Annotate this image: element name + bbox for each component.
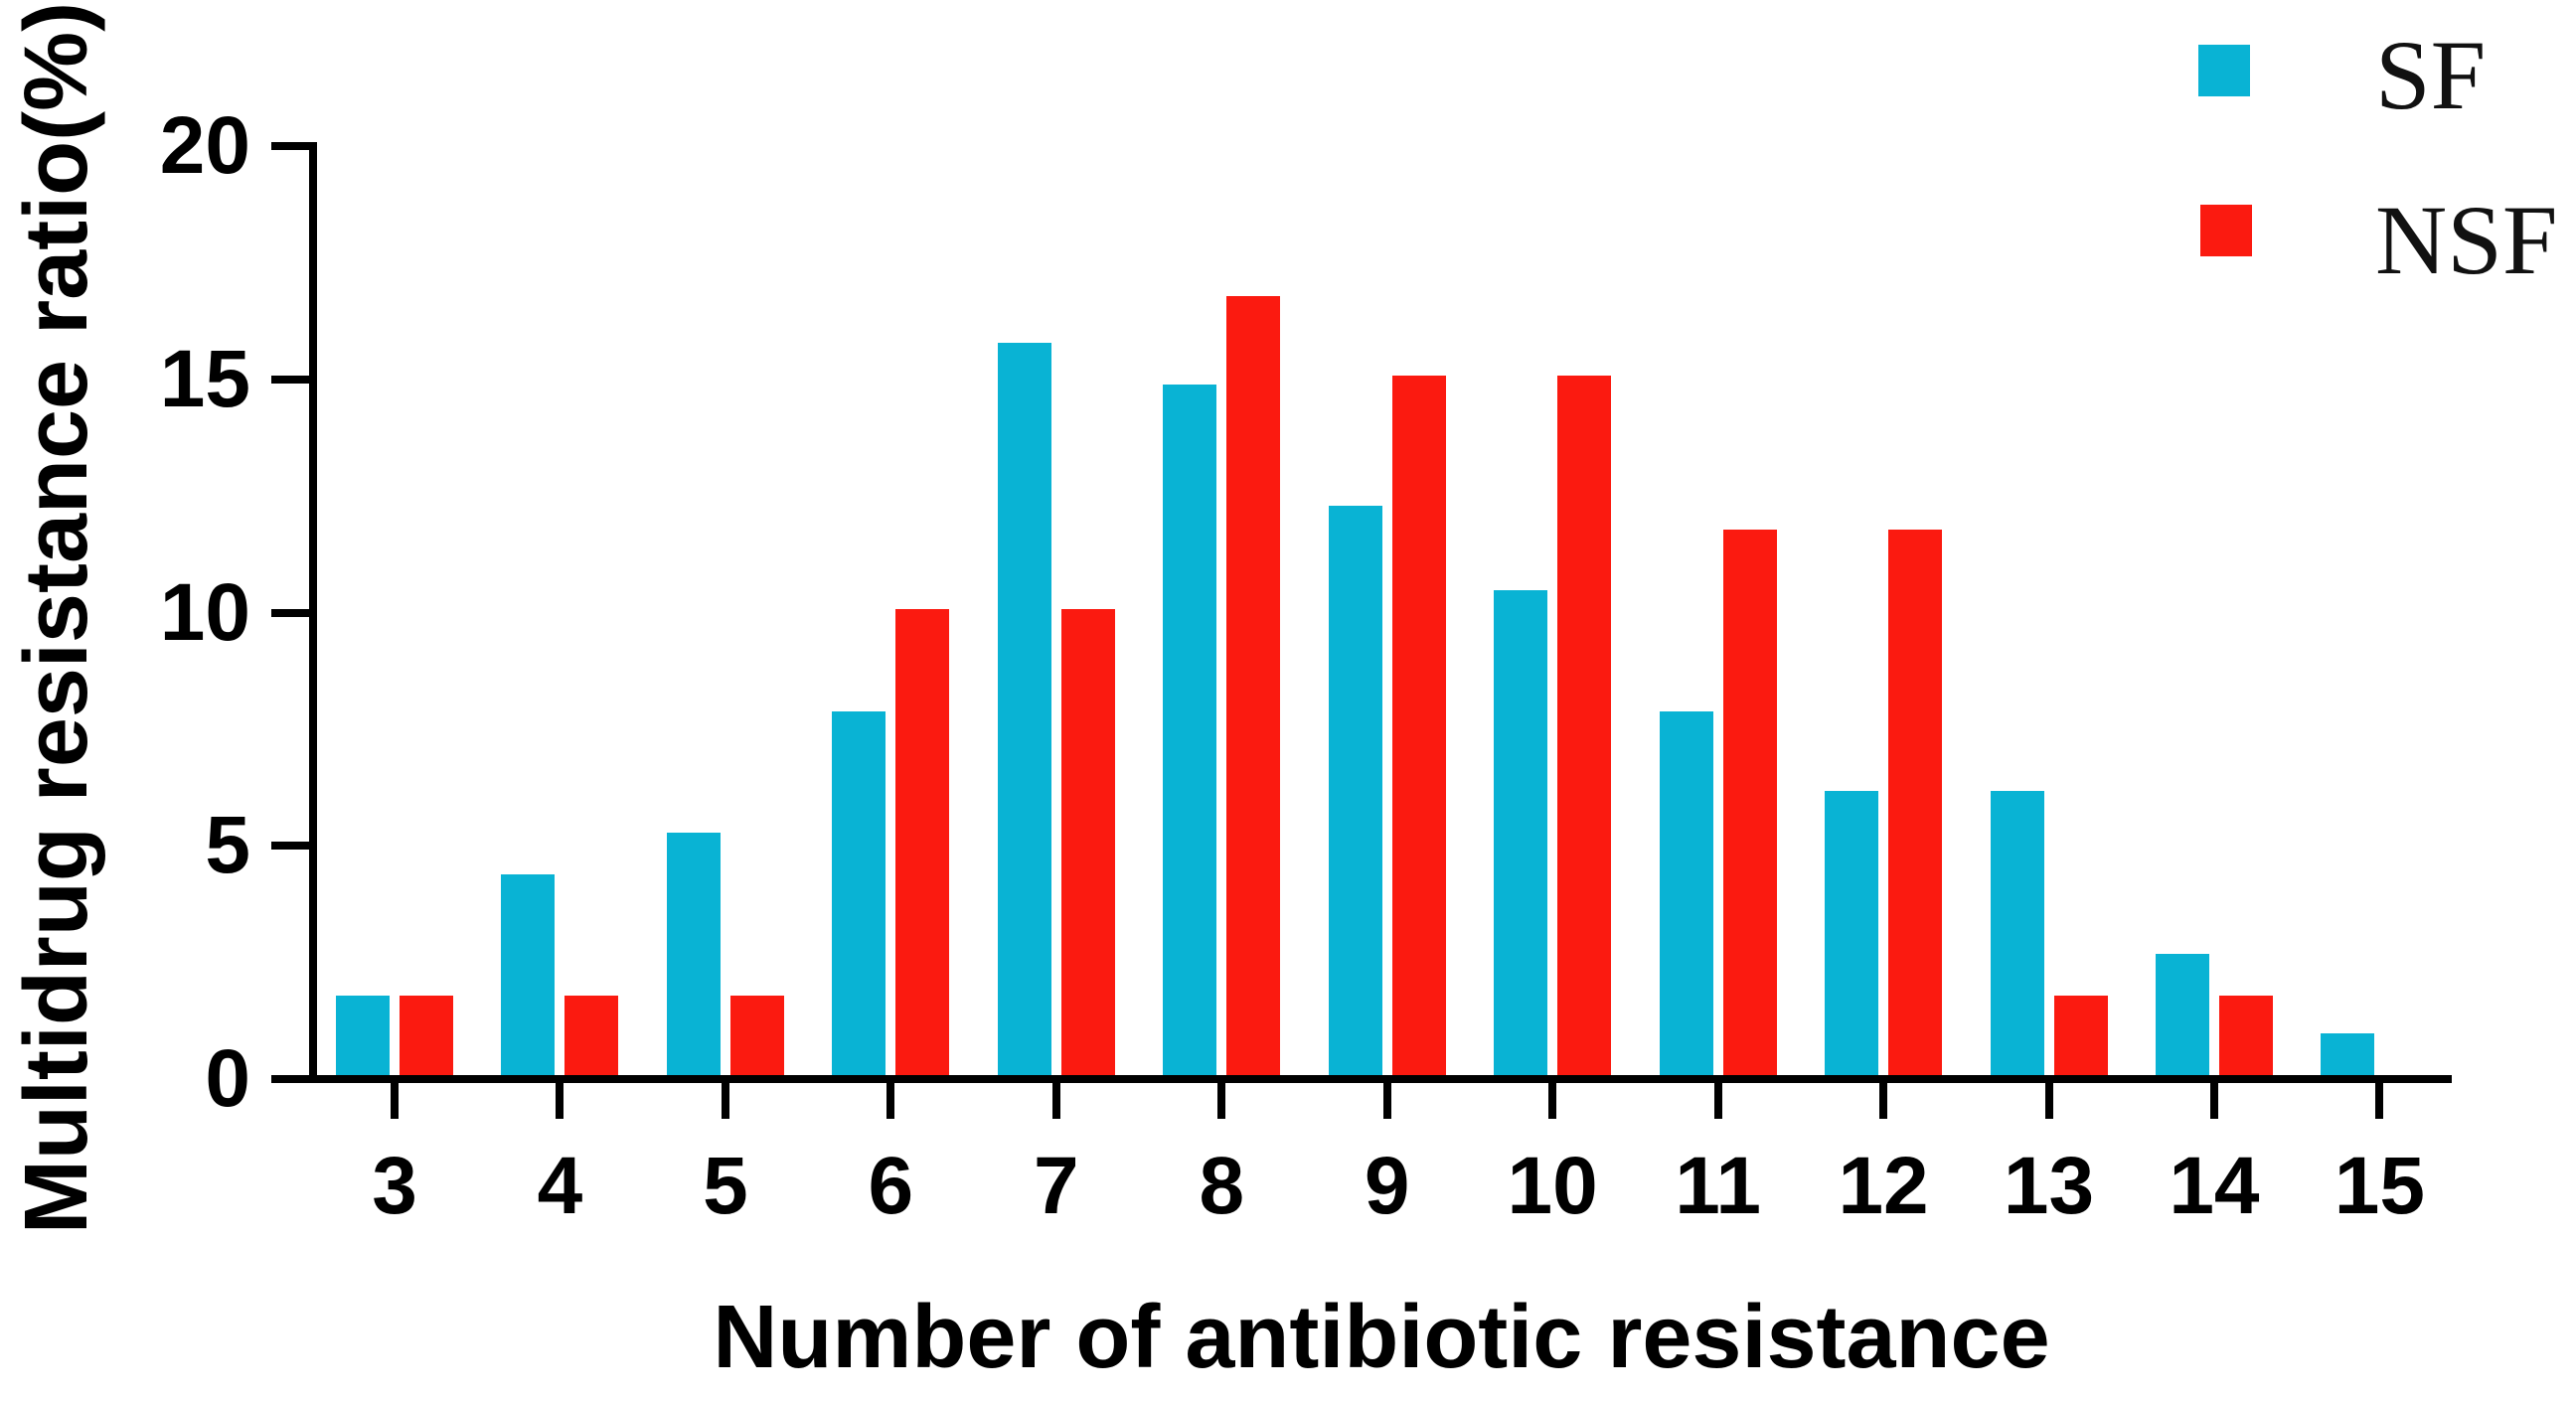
y-tick bbox=[271, 608, 309, 617]
bar-nsf-6 bbox=[895, 608, 950, 1075]
bar-sf-6 bbox=[832, 710, 886, 1075]
x-tick bbox=[1217, 1079, 1226, 1119]
x-tick-label: 10 bbox=[1507, 1141, 1598, 1231]
legend-swatch-nsf bbox=[2200, 205, 2252, 256]
x-tick-label: 8 bbox=[1199, 1141, 1245, 1231]
legend-swatch-sf bbox=[2198, 45, 2250, 96]
bar-nsf-7 bbox=[1060, 608, 1115, 1075]
bar-sf-12 bbox=[1825, 790, 1879, 1075]
bar-nsf-10 bbox=[1557, 375, 1612, 1075]
y-tick-label: 0 bbox=[205, 1033, 250, 1124]
y-tick-label: 15 bbox=[159, 333, 250, 424]
legend-label-sf: SF bbox=[2375, 20, 2487, 130]
x-tick-label: 14 bbox=[2169, 1141, 2260, 1231]
x-tick bbox=[886, 1079, 895, 1119]
bar-sf-7 bbox=[997, 342, 1051, 1075]
x-tick-label: 12 bbox=[1838, 1141, 1929, 1231]
bar-nsf-12 bbox=[1888, 529, 1943, 1075]
legend-label-nsf: NSF bbox=[2375, 185, 2558, 295]
bar-sf-8 bbox=[1163, 385, 1217, 1075]
x-tick bbox=[1713, 1079, 1722, 1119]
x-tick bbox=[391, 1079, 399, 1119]
bar-sf-5 bbox=[666, 832, 721, 1075]
x-tick bbox=[1879, 1079, 1888, 1119]
y-tick-label: 5 bbox=[205, 800, 250, 891]
bar-nsf-5 bbox=[729, 996, 784, 1075]
bar-nsf-9 bbox=[1391, 375, 1446, 1075]
y-axis-line bbox=[309, 142, 317, 1083]
x-axis-title: Number of antibiotic resistance bbox=[713, 1288, 2050, 1387]
x-tick bbox=[2209, 1079, 2218, 1119]
bar-nsf-11 bbox=[1722, 529, 1777, 1075]
y-tick bbox=[271, 375, 309, 384]
x-tick bbox=[1382, 1079, 1391, 1119]
bar-sf-10 bbox=[1494, 589, 1548, 1075]
bar-sf-9 bbox=[1328, 506, 1382, 1075]
y-tick bbox=[271, 1075, 309, 1083]
bar-sf-3 bbox=[336, 996, 390, 1075]
x-tick-label: 5 bbox=[703, 1141, 748, 1231]
x-tick-label: 6 bbox=[868, 1141, 914, 1231]
x-tick bbox=[556, 1079, 564, 1119]
bar-sf-11 bbox=[1659, 710, 1713, 1075]
bar-nsf-8 bbox=[1226, 295, 1281, 1075]
x-tick bbox=[1548, 1079, 1557, 1119]
y-tick-label: 10 bbox=[159, 566, 250, 658]
bar-nsf-14 bbox=[2218, 996, 2273, 1075]
bar-sf-13 bbox=[1990, 790, 2044, 1075]
y-tick-label: 20 bbox=[159, 100, 250, 191]
x-tick-label: 13 bbox=[2003, 1141, 2095, 1231]
x-tick-label: 7 bbox=[1033, 1141, 1079, 1231]
x-tick-label: 15 bbox=[2334, 1141, 2425, 1231]
x-tick-label: 3 bbox=[372, 1141, 417, 1231]
y-tick bbox=[271, 842, 309, 851]
x-tick bbox=[2044, 1079, 2053, 1119]
x-axis-line bbox=[309, 1075, 2452, 1083]
x-tick bbox=[721, 1079, 729, 1119]
bar-nsf-13 bbox=[2053, 996, 2108, 1075]
bar-sf-14 bbox=[2155, 953, 2209, 1075]
x-tick-label: 4 bbox=[537, 1141, 583, 1231]
bar-nsf-3 bbox=[400, 996, 453, 1075]
bar-nsf-4 bbox=[564, 996, 619, 1075]
x-tick bbox=[2375, 1079, 2384, 1119]
x-tick-label: 11 bbox=[1675, 1141, 1761, 1231]
bar-sf-4 bbox=[501, 874, 556, 1075]
bar-sf-15 bbox=[2321, 1032, 2375, 1075]
x-tick bbox=[1051, 1079, 1060, 1119]
y-tick bbox=[271, 142, 309, 150]
x-tick-label: 9 bbox=[1364, 1141, 1410, 1231]
